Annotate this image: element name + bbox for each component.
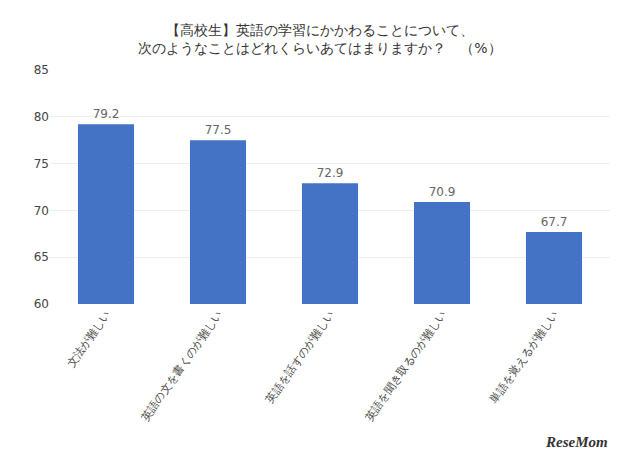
svg-text:67.7: 67.7 [541, 215, 568, 229]
svg-text:72.9: 72.9 [317, 166, 344, 180]
svg-text:文法が難しい: 文法が難しい [64, 308, 113, 370]
svg-text:80: 80 [34, 110, 49, 124]
svg-text:英語を話すのが難しい: 英語を話すのが難しい [263, 308, 337, 406]
svg-text:65: 65 [34, 250, 49, 264]
svg-text:【高校生】英語の学習にかかわることについて、次のようなことは: 【高校生】英語の学習にかかわることについて、次のようなことはどれくらいあてはまり… [138, 22, 501, 56]
svg-text:77.5: 77.5 [205, 123, 232, 137]
svg-text:英語を聞き取るのが難しい: 英語を聞き取るのが難しい [363, 308, 449, 424]
svg-text:70.9: 70.9 [429, 185, 456, 199]
svg-text:75: 75 [34, 157, 49, 171]
svg-text:ReseMom: ReseMom [545, 434, 608, 450]
svg-text:70: 70 [34, 204, 49, 218]
svg-text:英語の文を書くのが難しい: 英語の文を書くのが難しい [139, 308, 225, 424]
svg-text:79.2: 79.2 [93, 107, 120, 121]
svg-text:60: 60 [34, 297, 49, 311]
svg-text:85: 85 [34, 63, 49, 77]
svg-text:単語を覚えるが難しい: 単語を覚えるが難しい [487, 308, 561, 406]
